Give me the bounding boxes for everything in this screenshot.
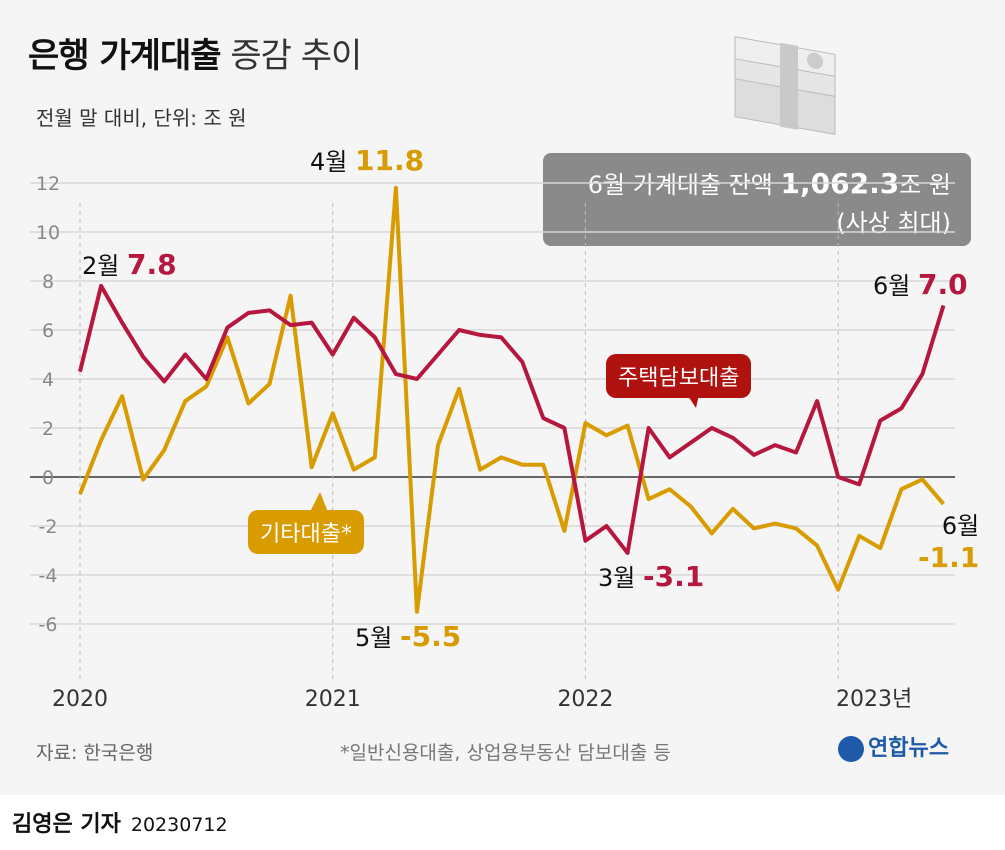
y-tick-label: 10 bbox=[36, 222, 60, 244]
yonhap-logo: 연합뉴스 bbox=[838, 730, 949, 762]
x-tick-label: 2023년 bbox=[836, 687, 912, 712]
footnote: *일반신용대출, 상업용부동산 담보대출 등 bbox=[340, 742, 671, 764]
x-tick-label: 2021 bbox=[305, 687, 361, 712]
series-line-mortgage bbox=[78, 283, 946, 555]
y-tick-label: 8 bbox=[42, 271, 54, 293]
legend-mortgage-pointer bbox=[684, 390, 700, 408]
legend-other: 기타대출* bbox=[248, 510, 364, 554]
series-line-other bbox=[78, 185, 945, 614]
annotation-mar2022: 3월 -3.1 bbox=[598, 560, 705, 593]
y-tick-label: 2 bbox=[42, 418, 54, 440]
money-stack-icon bbox=[734, 36, 836, 135]
line-chart: -6 -4 -2 0 2 4 6 8 10 12 2020 2021 2022 2023년 bbox=[30, 173, 955, 712]
source-text: 자료: 한국은행 bbox=[36, 742, 154, 764]
page-title: 은행 가계대출 증감 추이 bbox=[28, 36, 362, 76]
annotation-jun2023-other: 6월 -1.1 bbox=[918, 512, 980, 574]
subtitle: 전월 말 대비, 단위: 조 원 bbox=[36, 106, 247, 130]
y-tick-label: 4 bbox=[42, 369, 54, 391]
annotation-feb2020: 2월 7.8 bbox=[82, 248, 177, 281]
annotation-jun2023-mortgage: 6월 7.0 bbox=[873, 268, 968, 301]
x-tick-label: 2022 bbox=[557, 687, 613, 712]
annotation-apr2021: 4월 11.8 bbox=[310, 144, 425, 177]
x-tick-label: 2020 bbox=[52, 687, 108, 712]
legend-other-pointer bbox=[310, 492, 328, 512]
date: 20230712 bbox=[130, 814, 228, 836]
y-tick-label: 6 bbox=[42, 320, 54, 342]
byline: 김영은 기자 20230712 bbox=[12, 812, 228, 837]
logo-globe-icon bbox=[838, 736, 864, 762]
info-unit: 조 원 bbox=[899, 171, 951, 199]
legend-mortgage: 주택담보대출 bbox=[606, 354, 752, 398]
y-tick-label: -6 bbox=[39, 614, 58, 636]
y-tick-label: -4 bbox=[39, 565, 58, 587]
y-tick-label: 0 bbox=[42, 467, 54, 489]
annotation-may2021: 5월 -5.5 bbox=[355, 620, 462, 653]
y-tick-label: -2 bbox=[39, 516, 58, 538]
y-tick-label: 12 bbox=[36, 173, 60, 195]
info-label: 6월 가계대출 잔액 bbox=[587, 171, 773, 199]
chart-panel bbox=[0, 0, 1005, 795]
